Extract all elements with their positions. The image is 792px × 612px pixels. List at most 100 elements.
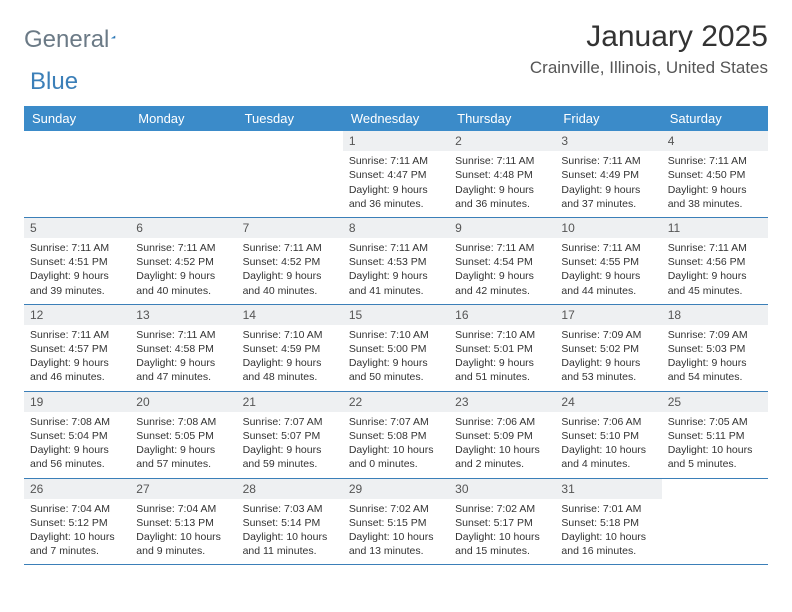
sunset-line: Sunset: 5:09 PM [455,429,549,443]
day-number: 10 [555,218,661,238]
day-body: Sunrise: 7:02 AMSunset: 5:15 PMDaylight:… [343,499,449,565]
day-number: 23 [449,392,555,412]
sunset-line: Sunset: 5:10 PM [561,429,655,443]
day-body: Sunrise: 7:10 AMSunset: 5:01 PMDaylight:… [449,325,555,391]
sunrise-line: Sunrise: 7:08 AM [136,415,230,429]
day-number: 5 [24,218,130,238]
day-cell: 18Sunrise: 7:09 AMSunset: 5:03 PMDayligh… [662,305,768,391]
sunset-line: Sunset: 5:11 PM [668,429,762,443]
day-body: Sunrise: 7:11 AMSunset: 4:52 PMDaylight:… [237,238,343,304]
sunset-line: Sunset: 5:14 PM [243,516,337,530]
logo: General [24,20,135,54]
day-body: Sunrise: 7:11 AMSunset: 4:49 PMDaylight:… [555,151,661,217]
daylight-line: Daylight: 9 hours and 50 minutes. [349,356,443,384]
logo-text-1: General [24,26,109,54]
sunrise-line: Sunrise: 7:05 AM [668,415,762,429]
day-number: 2 [449,131,555,151]
day-cell: 8Sunrise: 7:11 AMSunset: 4:53 PMDaylight… [343,218,449,304]
week-row: 1Sunrise: 7:11 AMSunset: 4:47 PMDaylight… [24,131,768,218]
day-body: Sunrise: 7:07 AMSunset: 5:07 PMDaylight:… [237,412,343,478]
day-body: Sunrise: 7:08 AMSunset: 5:05 PMDaylight:… [130,412,236,478]
calendar: SundayMondayTuesdayWednesdayThursdayFrid… [24,106,768,565]
daylight-line: Daylight: 9 hours and 42 minutes. [455,269,549,297]
daylight-line: Daylight: 10 hours and 9 minutes. [136,530,230,558]
sunrise-line: Sunrise: 7:02 AM [349,502,443,516]
day-cell: 3Sunrise: 7:11 AMSunset: 4:49 PMDaylight… [555,131,661,217]
day-cell: 17Sunrise: 7:09 AMSunset: 5:02 PMDayligh… [555,305,661,391]
sunrise-line: Sunrise: 7:09 AM [561,328,655,342]
sunrise-line: Sunrise: 7:07 AM [243,415,337,429]
day-body: Sunrise: 7:02 AMSunset: 5:17 PMDaylight:… [449,499,555,565]
week-row: 5Sunrise: 7:11 AMSunset: 4:51 PMDaylight… [24,218,768,305]
dayname-cell: Thursday [449,106,555,131]
day-number: 1 [343,131,449,151]
daylight-line: Daylight: 9 hours and 39 minutes. [30,269,124,297]
sunrise-line: Sunrise: 7:01 AM [561,502,655,516]
day-number: 12 [24,305,130,325]
sunset-line: Sunset: 5:07 PM [243,429,337,443]
logo-text-2: Blue [30,68,78,96]
day-number: 6 [130,218,236,238]
sunset-line: Sunset: 4:48 PM [455,168,549,182]
day-cell: 25Sunrise: 7:05 AMSunset: 5:11 PMDayligh… [662,392,768,478]
day-number: 28 [237,479,343,499]
day-number: 17 [555,305,661,325]
day-body: Sunrise: 7:06 AMSunset: 5:09 PMDaylight:… [449,412,555,478]
day-cell: 16Sunrise: 7:10 AMSunset: 5:01 PMDayligh… [449,305,555,391]
day-cell: 31Sunrise: 7:01 AMSunset: 5:18 PMDayligh… [555,479,661,565]
dayname-cell: Saturday [662,106,768,131]
day-cell: 28 Sunrise: 7:03 AMSunset: 5:14 PMDayligh… [237,479,343,565]
day-body: Sunrise: 7:11 AMSunset: 4:54 PMDaylight:… [449,238,555,304]
sunset-line: Sunset: 4:55 PM [561,255,655,269]
sunrise-line: Sunrise: 7:04 AM [136,502,230,516]
day-cell: 2Sunrise: 7:11 AMSunset: 4:48 PMDaylight… [449,131,555,217]
day-cell: 4Sunrise: 7:11 AMSunset: 4:50 PMDaylight… [662,131,768,217]
day-body: Sunrise: 7:11 AMSunset: 4:48 PMDaylight:… [449,151,555,217]
daylight-line: Daylight: 10 hours and 11 minutes. [243,530,337,558]
daylight-line: Daylight: 9 hours and 37 minutes. [561,183,655,211]
day-body: Sunrise: 7:11 AMSunset: 4:55 PMDaylight:… [555,238,661,304]
day-number: 31 [555,479,661,499]
dayname-cell: Monday [130,106,236,131]
daylight-line: Daylight: 10 hours and 4 minutes. [561,443,655,471]
sunrise-line: Sunrise: 7:11 AM [136,241,230,255]
day-number: 26 [24,479,130,499]
day-cell: 9Sunrise: 7:11 AMSunset: 4:54 PMDaylight… [449,218,555,304]
sunrise-line: Sunrise: 7:03 AM [243,502,337,516]
sunrise-line: Sunrise: 7:10 AM [349,328,443,342]
sunrise-line: Sunrise: 7:09 AM [668,328,762,342]
day-cell: 10Sunrise: 7:11 AMSunset: 4:55 PMDayligh… [555,218,661,304]
day-cell: 24Sunrise: 7:06 AMSunset: 5:10 PMDayligh… [555,392,661,478]
sunrise-line: Sunrise: 7:11 AM [349,154,443,168]
sunset-line: Sunset: 4:56 PM [668,255,762,269]
day-number: 8 [343,218,449,238]
day-cell: 1Sunrise: 7:11 AMSunset: 4:47 PMDaylight… [343,131,449,217]
day-body: Sunrise: 7:07 AMSunset: 5:08 PMDaylight:… [343,412,449,478]
day-body: Sunrise: 7:01 AMSunset: 5:18 PMDaylight:… [555,499,661,565]
sunset-line: Sunset: 4:53 PM [349,255,443,269]
day-body: Sunrise: 7:11 AMSunset: 4:57 PMDaylight:… [24,325,130,391]
daylight-line: Daylight: 10 hours and 13 minutes. [349,530,443,558]
daylight-line: Daylight: 9 hours and 44 minutes. [561,269,655,297]
sunrise-line: Sunrise: 7:11 AM [561,241,655,255]
sunset-line: Sunset: 5:12 PM [30,516,124,530]
day-number: 19 [24,392,130,412]
day-body: Sunrise: 7:10 AMSunset: 4:59 PMDaylight:… [237,325,343,391]
sunset-line: Sunset: 5:05 PM [136,429,230,443]
day-number: 4 [662,131,768,151]
day-cell: 21Sunrise: 7:07 AMSunset: 5:07 PMDayligh… [237,392,343,478]
day-number: 14 [237,305,343,325]
daylight-line: Daylight: 10 hours and 2 minutes. [455,443,549,471]
day-cell: 7Sunrise: 7:11 AMSunset: 4:52 PMDaylight… [237,218,343,304]
day-number: 21 [237,392,343,412]
week-row: 26 Sunrise: 7:04 AM Sunset: 5:12 PM Dayligh… [24,479,768,566]
day-body: Sunrise: 7:11 AMSunset: 4:53 PMDaylight:… [343,238,449,304]
title-block: January 2025 Crainville, Illinois, Unite… [530,20,768,78]
empty-cell [237,131,343,217]
sunrise-line: Sunrise: 7:11 AM [243,241,337,255]
sunrise-line: Sunrise: 7:11 AM [561,154,655,168]
sunrise-line: Sunrise: 7:11 AM [668,154,762,168]
dayname-row: SundayMondayTuesdayWednesdayThursdayFrid… [24,106,768,131]
empty-cell [662,479,768,565]
sunrise-line: Sunrise: 7:06 AM [455,415,549,429]
